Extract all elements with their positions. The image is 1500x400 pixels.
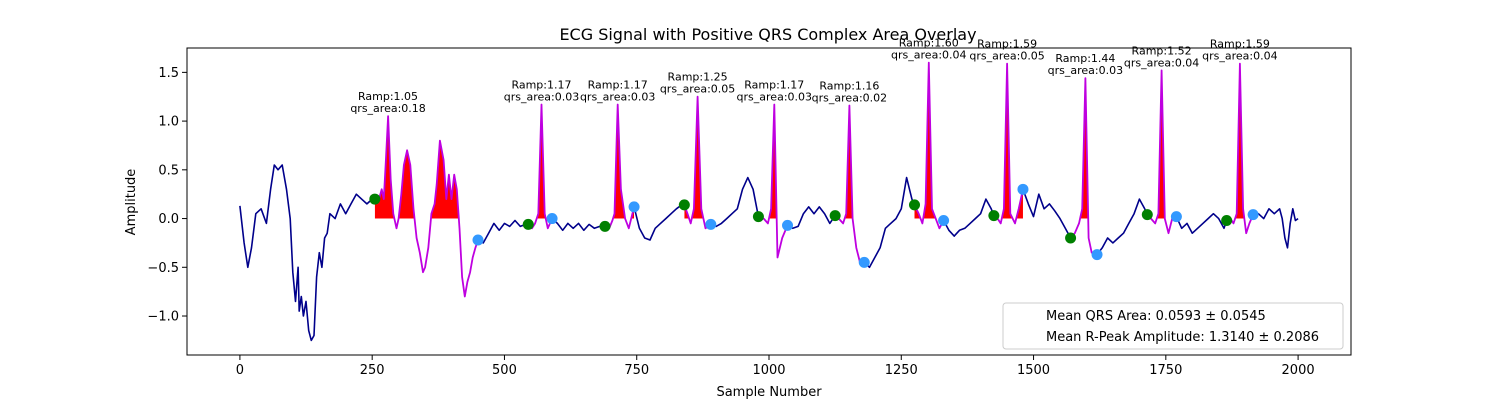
x-tick-label: 250 <box>360 363 385 378</box>
q-point-marker <box>369 193 381 205</box>
y-tick-label: 1.0 <box>158 115 179 130</box>
axes: 0 250 500 750 1000 1250 1500 1750 2000 −1.0 −0.5 0.… <box>147 66 1314 378</box>
qrs-area-label: qrs_area:0.03 <box>504 91 579 104</box>
y-tick-label: 0.5 <box>158 163 179 178</box>
qrs-area-label: qrs_area:0.05 <box>660 83 735 96</box>
y-axis-title: Amplitude <box>124 169 139 236</box>
qrs-area-fill <box>835 105 853 219</box>
qrs-segment-line <box>993 62 1024 225</box>
r-amplitude-label: Ramp:1.25 <box>668 71 728 84</box>
r-amplitude-label: Ramp:1.44 <box>1055 52 1115 65</box>
legend-box <box>1002 302 1344 350</box>
r-amplitude-label: Ramp:1.59 <box>1210 38 1270 51</box>
q-point-marker <box>829 210 841 222</box>
ecg-signal-line <box>863 176 916 269</box>
x-tick-label: 500 <box>492 363 517 378</box>
ecg-signal-line <box>1175 212 1228 234</box>
q-point-marker <box>522 218 534 230</box>
s-point-marker <box>1017 183 1029 195</box>
qrs-area-fill <box>684 96 704 219</box>
qrs-area-fill <box>374 116 459 219</box>
r-amplitude-label: Ramp:1.05 <box>358 90 418 103</box>
r-amplitude-label: Ramp:1.59 <box>977 38 1037 51</box>
qrs-area-label: qrs_area:0.04 <box>1202 50 1277 63</box>
ecg-signal-line <box>477 219 526 244</box>
plot-area: Ramp:1.05qrs_area:0.18Ramp:1.17qrs_area:… <box>239 37 1299 342</box>
ecg-signal-line <box>239 164 373 342</box>
y-tick-label: −1.0 <box>147 310 179 325</box>
x-tick-label: 1250 <box>885 363 918 378</box>
q-point-marker <box>1141 209 1153 221</box>
s-point-marker <box>858 256 870 268</box>
x-tick-label: 1000 <box>752 363 785 378</box>
chart-title: ECG Signal with Positive QRS Complex Are… <box>559 25 976 44</box>
r-amplitude-label: Ramp:1.17 <box>588 79 648 92</box>
s-point-marker <box>628 201 640 213</box>
s-point-marker <box>938 215 950 227</box>
qrs-segment-line <box>374 115 479 298</box>
r-amplitude-label: Ramp:1.17 <box>744 79 804 92</box>
s-point-marker <box>1170 211 1182 223</box>
s-point-marker <box>546 213 558 225</box>
s-point-marker <box>472 234 484 246</box>
qrs-area-label: qrs_area:0.03 <box>737 91 812 104</box>
qrs-segment-line <box>834 104 865 264</box>
legend-entry-mean-r-peak-amplitude: Mean R-Peak Amplitude: 1.3140 ± 0.2086 <box>1046 330 1319 345</box>
q-point-marker <box>1065 232 1077 244</box>
x-tick-label: 1500 <box>1017 363 1050 378</box>
s-point-marker <box>705 218 717 230</box>
qrs-area-fill <box>1147 70 1177 219</box>
x-axis-title: Sample Number <box>716 385 822 400</box>
s-point-marker <box>1091 249 1103 261</box>
qrs-segment-line <box>758 103 789 259</box>
qrs-segment-line <box>913 61 945 230</box>
x-tick-label: 1750 <box>1149 363 1182 378</box>
qrs-area-label: qrs_area:0.03 <box>580 91 655 104</box>
qrs-area-label: qrs_area:0.03 <box>1048 64 1123 77</box>
ecg-signal-line <box>1022 189 1072 239</box>
q-point-marker <box>909 199 920 211</box>
y-tick-label: 0.0 <box>158 212 179 227</box>
qrs-segment-line <box>683 95 712 230</box>
y-tick-label: 1.5 <box>158 66 179 81</box>
qrs-segment-line <box>1069 77 1098 256</box>
x-tick-label: 750 <box>624 363 649 378</box>
r-amplitude-label: Ramp:1.16 <box>819 80 879 93</box>
ecg-signal-line <box>787 206 836 230</box>
r-amplitude-label: Ramp:1.60 <box>899 37 959 50</box>
q-point-marker <box>678 199 690 211</box>
y-tick-label: −0.5 <box>147 261 179 276</box>
qrs-area-label: qrs_area:0.02 <box>812 92 887 105</box>
s-point-marker <box>1247 209 1259 221</box>
qrs-area-label: qrs_area:0.05 <box>969 50 1044 63</box>
r-amplitude-label: Ramp:1.17 <box>511 79 571 92</box>
ecg-signal-line <box>942 198 995 237</box>
s-point-marker <box>782 219 794 231</box>
x-tick-label: 0 <box>236 363 244 378</box>
ecg-signal-line <box>551 218 600 232</box>
x-tick-label: 2000 <box>1282 363 1315 378</box>
ecg-signal-line <box>710 176 760 228</box>
qrs-area-label: qrs_area:0.18 <box>350 102 425 115</box>
ecg-signal-line <box>1096 198 1149 256</box>
legend-entry-mean-qrs-area: Mean QRS Area: 0.0593 ± 0.0545 <box>1046 309 1266 324</box>
legend: Mean QRS Area: 0.0593 ± 0.0545 Mean R-Pe… <box>1002 302 1344 350</box>
qrs-area-label: qrs_area:0.04 <box>891 49 966 62</box>
qrs-area-fill <box>914 62 936 219</box>
q-point-marker <box>599 220 611 232</box>
ecg-signal-line <box>1252 208 1299 249</box>
q-point-marker <box>752 211 764 223</box>
qrs-area-label: qrs_area:0.04 <box>1124 56 1199 69</box>
q-point-marker <box>988 210 1000 222</box>
qrs-segment-line <box>1146 69 1177 235</box>
ecg-signal-line <box>633 204 683 241</box>
q-point-marker <box>1221 215 1233 227</box>
